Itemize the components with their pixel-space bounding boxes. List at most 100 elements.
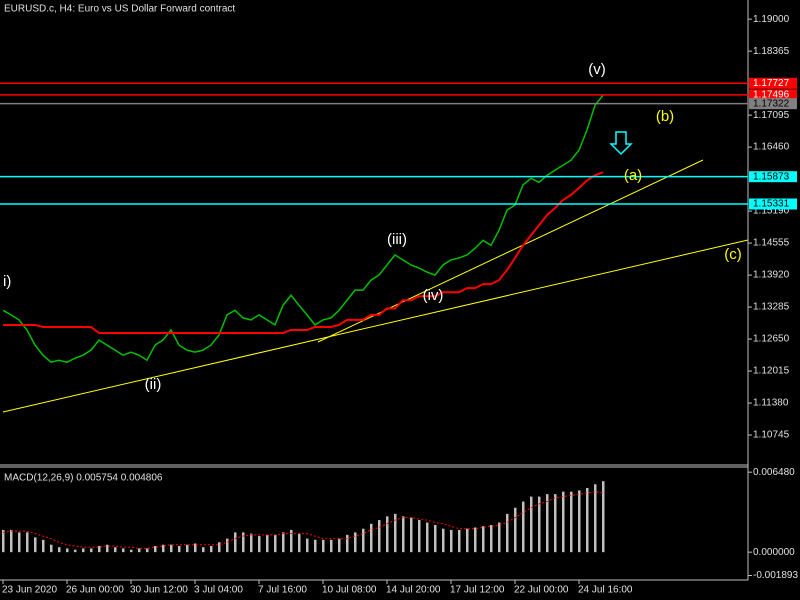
macd-bar	[426, 522, 429, 553]
macd-bar	[34, 537, 37, 553]
macd-bar	[10, 529, 13, 553]
y-tick-label: -0.001893	[753, 570, 798, 581]
y-tick-label: 1.14555	[753, 238, 790, 249]
y-tick-label: 1.16460	[753, 142, 790, 153]
macd-bar	[66, 548, 69, 553]
price-line	[3, 171, 604, 335]
y-tick-label: 0.006480	[753, 467, 795, 478]
macd-bar	[330, 539, 333, 553]
macd-bar	[290, 529, 293, 553]
macd-bar	[282, 532, 285, 553]
macd-bar	[74, 549, 77, 553]
x-tick-label: 7 Jul 16:00	[258, 585, 307, 596]
y-tick-label: 1.13920	[753, 270, 790, 281]
macd-bar	[410, 517, 413, 553]
macd-bar	[602, 481, 605, 553]
wave-label: (iii)	[387, 231, 407, 248]
macd-bar	[186, 544, 189, 553]
wave-label: i)	[3, 273, 11, 290]
x-tick-label: 24 Jul 16:00	[578, 585, 633, 596]
macd-bar	[58, 547, 61, 553]
macd-bar	[138, 548, 141, 553]
macd-bar	[570, 491, 573, 553]
price-level-label: 1.15873	[753, 171, 790, 182]
x-tick-label: 22 Jul 00:00	[514, 585, 569, 596]
indicator-title: MACD(12,26,9) 0.005754 0.004806	[4, 473, 163, 484]
macd-bar	[474, 527, 477, 553]
wave-label: (a)	[624, 167, 642, 184]
macd-bar	[562, 491, 565, 553]
macd-bar	[250, 533, 253, 553]
macd-bar	[578, 490, 581, 553]
y-tick-label: 1.19000	[753, 14, 790, 25]
macd-bar	[234, 532, 237, 553]
y-tick-label: 0.000000	[753, 547, 795, 558]
price-level-label: 1.17496	[753, 90, 790, 101]
x-tick-label: 23 Jun 2020	[2, 585, 57, 596]
macd-bar	[26, 532, 29, 553]
macd-bar	[402, 516, 405, 553]
wave-label: (b)	[656, 108, 674, 125]
macd-bar	[90, 548, 93, 553]
y-tick-label: 1.12015	[753, 366, 790, 377]
price-line	[2, 94, 604, 364]
wave-label: (iv)	[423, 287, 444, 304]
macd-bar	[98, 545, 101, 553]
x-tick-label: 10 Jul 08:00	[322, 585, 377, 596]
price-level-label: 1.17322	[753, 98, 790, 109]
macd-bar	[442, 528, 445, 553]
macd-bar	[42, 539, 45, 553]
macd-bar	[586, 487, 589, 553]
trendline	[2, 239, 749, 413]
macd-bar	[346, 534, 349, 553]
macd-bar	[538, 496, 541, 553]
macd-bar	[386, 516, 389, 553]
macd-bar	[106, 544, 109, 553]
macd-bar	[394, 513, 397, 553]
signal-line	[2, 491, 604, 549]
y-tick-label: 1.10745	[753, 430, 790, 441]
macd-bar	[554, 494, 557, 553]
macd-bar	[154, 545, 157, 553]
price-level-tag	[749, 89, 797, 101]
macd-bar	[194, 543, 197, 553]
x-tick-label: 3 Jul 04:00	[194, 585, 243, 596]
macd-bar	[18, 532, 21, 553]
macd-bar	[498, 522, 501, 553]
macd-bar	[146, 548, 149, 553]
price-level-label: 1.15331	[753, 199, 790, 210]
y-tick-label: 1.18365	[753, 46, 790, 57]
macd-bar	[378, 520, 381, 553]
price-level-label: 1.17727	[753, 78, 790, 89]
macd-bar	[298, 533, 301, 553]
price-level-tag	[749, 77, 797, 89]
x-tick-label: 26 Jun 00:00	[66, 585, 124, 596]
macd-bar	[162, 544, 165, 553]
macd-bar	[530, 496, 533, 553]
macd-bar	[274, 534, 277, 553]
price-level-tag	[749, 171, 797, 183]
x-tick-label: 17 Jul 12:00	[450, 585, 505, 596]
macd-bar	[50, 544, 53, 553]
macd-bar	[434, 525, 437, 553]
macd-bar	[122, 548, 125, 553]
macd-bar	[258, 536, 261, 553]
macd-bar	[314, 539, 317, 553]
macd-bar	[490, 525, 493, 553]
macd-bar	[130, 549, 133, 553]
price-level-tag	[749, 198, 797, 210]
y-tick-label: 1.13285	[753, 302, 790, 313]
macd-bar	[178, 545, 181, 553]
macd-bar	[522, 501, 525, 553]
macd-bar	[546, 494, 549, 553]
macd-bar	[242, 532, 245, 553]
macd-bar	[354, 532, 357, 553]
macd-bar	[482, 526, 485, 553]
down-arrow	[609, 131, 633, 156]
macd-bar	[466, 528, 469, 553]
macd-bar	[322, 539, 325, 553]
macd-bar	[306, 538, 309, 553]
